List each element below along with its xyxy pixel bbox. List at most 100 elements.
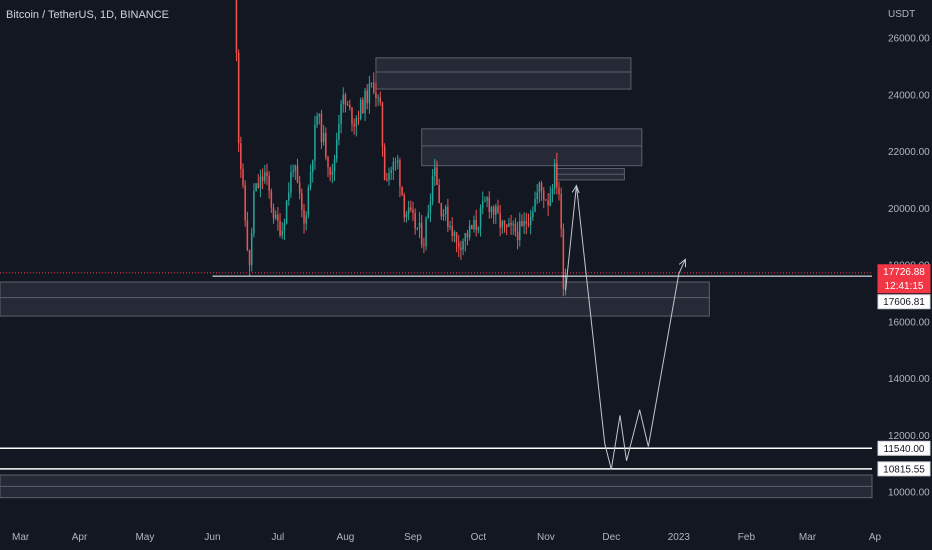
candle-body — [497, 206, 499, 214]
candle-body — [288, 192, 290, 201]
candle-body — [560, 194, 562, 229]
candle-body — [525, 221, 528, 224]
candle-body — [410, 207, 412, 210]
candle-body — [564, 275, 567, 289]
candle-body — [285, 200, 288, 224]
level-badge — [877, 294, 931, 310]
projection-path[interactable] — [565, 185, 686, 470]
candle-body — [551, 188, 554, 194]
candle-body — [403, 195, 406, 218]
candle-body — [279, 220, 281, 236]
candle-body — [462, 241, 464, 250]
candle-body — [545, 199, 547, 201]
currency-label: USDT — [888, 9, 916, 20]
candle-body — [473, 220, 475, 230]
candle-body — [250, 233, 253, 266]
x-tick-label: Oct — [471, 532, 487, 543]
projection-arrowhead-up — [571, 184, 580, 194]
candle-body — [405, 213, 408, 218]
candle-body — [562, 228, 565, 289]
y-tick-label: 10000.00 — [888, 488, 930, 499]
zone-box[interactable] — [0, 281, 710, 317]
candle-body — [257, 183, 260, 188]
x-tick-label: Feb — [738, 532, 756, 543]
candle-body — [309, 172, 312, 188]
y-tick-label: 14000.00 — [888, 374, 930, 385]
level-badge — [877, 461, 931, 477]
zone-box[interactable] — [375, 57, 632, 90]
candle-body — [401, 186, 403, 196]
level-badge-text: 17606.81 — [883, 297, 925, 308]
candle-body — [270, 190, 273, 208]
candle-body — [420, 222, 423, 245]
candle-body — [268, 176, 270, 191]
candle-body — [335, 139, 338, 160]
candle-body — [283, 223, 286, 231]
candle-body — [372, 82, 375, 93]
candle-body — [438, 184, 440, 204]
candle-body — [412, 209, 414, 214]
candle-body — [457, 242, 460, 248]
candle-body — [523, 221, 525, 226]
candle-body — [549, 193, 552, 206]
candle-body — [320, 113, 323, 143]
candle-body — [368, 83, 371, 104]
candle-body — [346, 104, 349, 106]
candle-body — [248, 249, 251, 266]
level-badge — [877, 440, 931, 456]
y-tick-label: 22000.00 — [888, 147, 930, 158]
candle-body — [296, 165, 299, 183]
candle-body — [338, 123, 340, 140]
x-tick-label: Mar — [12, 532, 30, 543]
candle-body — [377, 97, 379, 99]
y-tick-label: 16000.00 — [888, 317, 930, 328]
candle-body — [512, 223, 515, 225]
x-tick-label: May — [135, 532, 154, 543]
candle-body — [351, 107, 353, 125]
level-badge-text: 10815.55 — [883, 464, 925, 475]
candle-body — [235, 0, 238, 53]
candle-body — [255, 183, 257, 192]
x-tick-label: Jun — [204, 532, 220, 543]
candle-body — [536, 192, 538, 200]
x-tick-label: Jul — [271, 532, 284, 543]
zone-box[interactable] — [421, 128, 643, 167]
candle-body — [508, 223, 510, 227]
candle-body — [259, 176, 262, 188]
candle-body — [414, 213, 416, 229]
candle-body — [242, 168, 244, 186]
candle-body — [447, 206, 449, 227]
candle-body — [305, 215, 307, 224]
candle-body — [311, 160, 314, 173]
candle-body — [460, 247, 462, 250]
candle-body — [388, 173, 390, 181]
candle-body — [383, 146, 386, 180]
candle-body — [344, 94, 347, 105]
candle-body — [292, 170, 294, 173]
candle-body — [333, 159, 336, 172]
candle-body — [425, 218, 427, 247]
candle-body — [316, 116, 318, 125]
candle-body — [431, 175, 434, 202]
candle-body — [274, 214, 277, 219]
candle-body — [407, 207, 410, 214]
candle-body — [322, 132, 325, 143]
x-tick-label: Aug — [337, 532, 355, 543]
candle-body — [499, 213, 501, 228]
projection-arrowhead-end — [678, 258, 687, 268]
candle-body — [542, 191, 545, 200]
candle-body — [553, 163, 556, 189]
candle-body — [390, 169, 392, 174]
candle-body — [327, 157, 329, 168]
candle-body — [246, 220, 249, 250]
candle-body — [558, 187, 560, 195]
candle-body — [325, 132, 327, 158]
candle-body — [453, 232, 456, 236]
candle-body — [314, 124, 316, 161]
x-tick-label: Dec — [602, 532, 620, 543]
candle-body — [331, 171, 334, 175]
candle-body — [253, 191, 255, 234]
candle-body — [396, 160, 399, 162]
